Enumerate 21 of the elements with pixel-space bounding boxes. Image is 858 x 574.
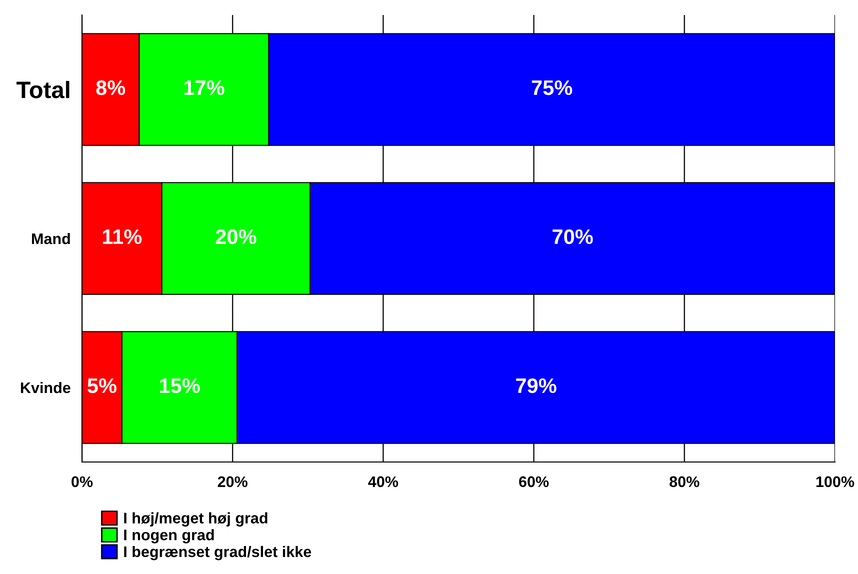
x-tick-label: 100% bbox=[816, 476, 854, 488]
y-tick-label: Mand bbox=[32, 232, 70, 244]
data-label: 8% bbox=[96, 80, 126, 96]
data-label: 11% bbox=[102, 229, 142, 244]
data-label: 79% bbox=[516, 378, 556, 394]
data-label: 70% bbox=[552, 229, 593, 244]
y-tick-label: Kvinde bbox=[20, 382, 70, 394]
data-label: 5% bbox=[88, 378, 116, 394]
data-label: 15% bbox=[160, 378, 200, 394]
data-label: 20% bbox=[216, 229, 256, 244]
x-tick-label: 40% bbox=[368, 476, 398, 488]
x-tick-label: 80% bbox=[670, 476, 700, 488]
data-label: 75% bbox=[532, 80, 572, 96]
legend-label: I begrænset grad/slet ikke bbox=[124, 546, 312, 560]
y-tick-label: Total bbox=[16, 80, 70, 98]
x-tick-label: 60% bbox=[519, 476, 549, 488]
data-label: 17% bbox=[184, 80, 224, 96]
x-tick-label: 0% bbox=[72, 476, 93, 488]
x-tick-label: 20% bbox=[218, 476, 248, 488]
legend-label: I høj/meget høj grad bbox=[124, 512, 268, 527]
legend-label: I nogen grad bbox=[124, 529, 214, 544]
